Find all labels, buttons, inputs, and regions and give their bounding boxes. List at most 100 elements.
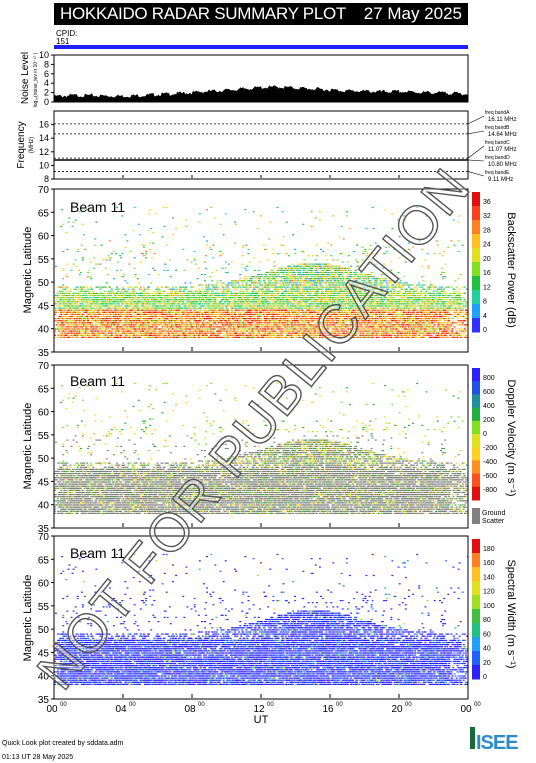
power-cell bbox=[226, 315, 229, 318]
power-cell bbox=[75, 305, 78, 307]
power-cell bbox=[246, 299, 249, 301]
power-cell bbox=[67, 309, 70, 311]
power-cell bbox=[103, 322, 106, 324]
power-cell bbox=[262, 309, 264, 311]
power-cell bbox=[267, 259, 270, 261]
power-cell bbox=[102, 303, 105, 305]
power-cell bbox=[239, 328, 242, 330]
power-cell bbox=[92, 318, 95, 320]
power-cell bbox=[164, 263, 167, 265]
power-cell bbox=[100, 313, 103, 315]
power-cell bbox=[90, 292, 93, 294]
power-cell bbox=[76, 313, 79, 315]
power-cell bbox=[261, 294, 263, 297]
power-cell bbox=[77, 292, 80, 294]
power-cell bbox=[202, 322, 204, 324]
power-cell bbox=[267, 286, 270, 288]
power-cell bbox=[143, 332, 145, 334]
power-cell bbox=[264, 309, 266, 311]
power-cell bbox=[158, 292, 161, 294]
power-cell bbox=[119, 320, 122, 322]
power-cell bbox=[121, 288, 124, 290]
power-cell bbox=[278, 330, 281, 332]
power-cell bbox=[158, 324, 161, 326]
power-cell bbox=[78, 307, 81, 309]
power-cell bbox=[140, 318, 143, 320]
power-cell bbox=[195, 311, 198, 313]
power-cell bbox=[202, 330, 204, 332]
power-cell bbox=[254, 313, 257, 315]
power-cell bbox=[90, 328, 93, 330]
power-cell bbox=[145, 324, 147, 326]
power-cell bbox=[124, 246, 127, 248]
power-cell bbox=[266, 315, 269, 318]
power-cell bbox=[201, 334, 203, 336]
power-cell bbox=[161, 303, 164, 305]
power-cell bbox=[114, 328, 116, 330]
power-cell bbox=[97, 301, 100, 303]
power-cell bbox=[266, 297, 269, 299]
power-cell bbox=[133, 267, 136, 269]
power-cell bbox=[196, 299, 199, 301]
power-cell bbox=[229, 313, 232, 315]
power-cell bbox=[151, 328, 154, 330]
power-cell bbox=[121, 303, 124, 305]
power-cell bbox=[168, 309, 171, 311]
power-cell bbox=[84, 324, 86, 326]
power-cell bbox=[115, 294, 117, 297]
power-cell bbox=[194, 292, 197, 294]
power-cell bbox=[118, 324, 121, 326]
power-cell bbox=[184, 288, 187, 290]
power-cell bbox=[169, 292, 172, 294]
power-cell bbox=[197, 267, 200, 269]
power-cell bbox=[226, 271, 229, 274]
power-cell bbox=[194, 318, 197, 320]
power-cell bbox=[149, 301, 152, 303]
power-cell bbox=[199, 330, 202, 332]
power-cell bbox=[291, 311, 293, 313]
power-cell bbox=[189, 330, 192, 332]
power-cell bbox=[123, 309, 126, 311]
power-cell bbox=[90, 294, 93, 297]
power-cell bbox=[238, 307, 241, 309]
power-cell bbox=[69, 322, 72, 324]
power-cell bbox=[65, 326, 68, 328]
power-cell bbox=[209, 330, 212, 332]
power-cell bbox=[188, 332, 191, 334]
power-cell bbox=[247, 330, 250, 332]
power-cell bbox=[277, 292, 280, 294]
power-cell bbox=[88, 315, 91, 318]
power-cell bbox=[225, 315, 228, 318]
power-cell bbox=[239, 303, 242, 305]
power-cell bbox=[238, 294, 241, 297]
power-cell bbox=[153, 253, 156, 255]
power-cell bbox=[243, 297, 246, 299]
power-cell bbox=[222, 309, 225, 311]
power-cell bbox=[146, 315, 148, 318]
power-cell bbox=[260, 332, 262, 334]
power-cell bbox=[151, 326, 154, 328]
power-cell bbox=[125, 322, 128, 324]
power-cell bbox=[76, 301, 79, 303]
power-cell bbox=[255, 334, 258, 336]
power-cell bbox=[273, 313, 276, 315]
power-cell bbox=[97, 320, 100, 322]
power-cell bbox=[201, 311, 203, 313]
power-cell bbox=[127, 311, 130, 313]
power-cell bbox=[275, 324, 278, 326]
power-cell bbox=[192, 299, 195, 301]
power-cell bbox=[202, 297, 204, 299]
power-cell bbox=[237, 299, 240, 301]
power-cell bbox=[246, 286, 249, 288]
power-cell bbox=[227, 288, 230, 290]
power-cell bbox=[208, 322, 211, 324]
power-cell bbox=[130, 299, 133, 301]
power-cell bbox=[130, 305, 133, 307]
power-cell bbox=[229, 315, 232, 318]
power-cell bbox=[95, 301, 98, 303]
power-cell bbox=[126, 297, 129, 299]
power-cell bbox=[253, 286, 256, 288]
power-cell bbox=[168, 311, 171, 313]
power-cell bbox=[292, 274, 294, 276]
power-cell bbox=[195, 320, 198, 322]
